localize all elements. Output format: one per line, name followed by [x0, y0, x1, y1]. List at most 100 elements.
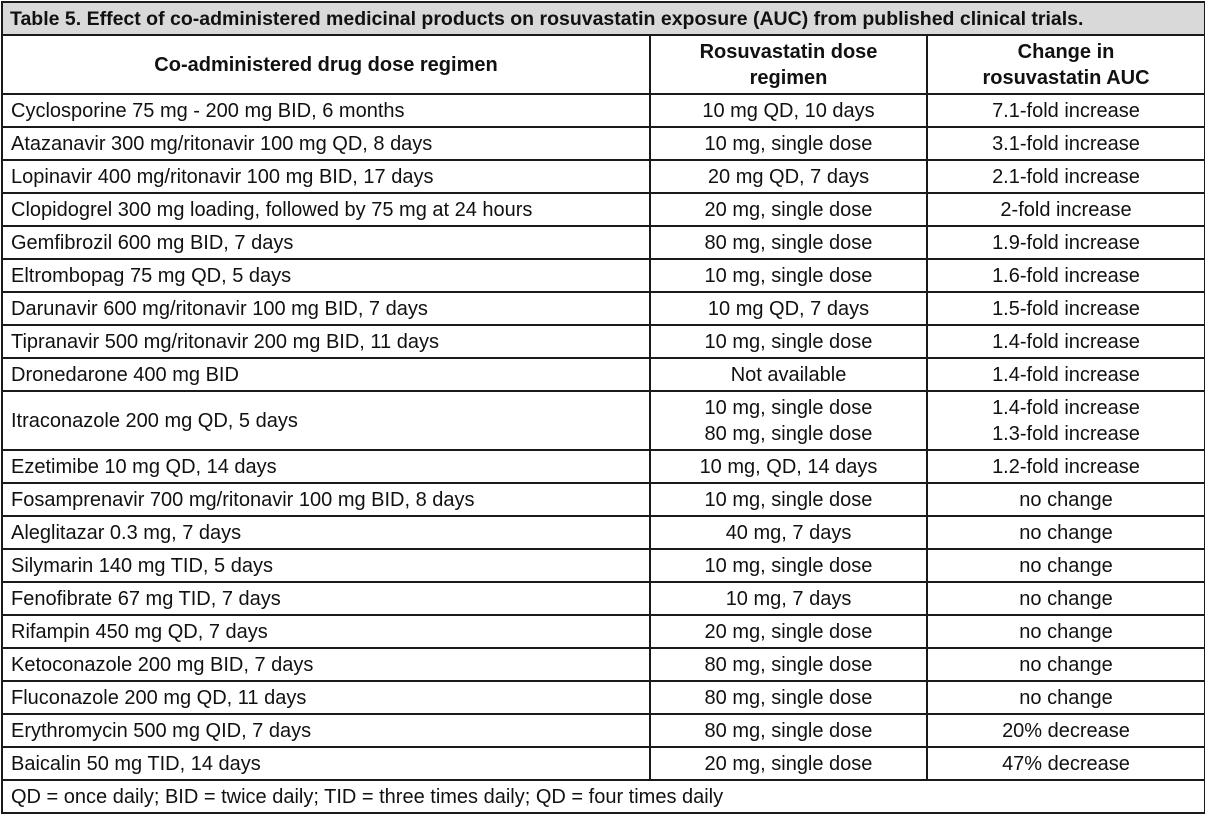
- cell-auc-change: no change: [925, 647, 1205, 682]
- cell-auc-change-line: 1.4-fold increase: [992, 396, 1140, 419]
- header-auc-change: Change in rosuvastatin AUC: [925, 34, 1205, 95]
- cell-rosuvastatin-dose: 10 mg, single dose: [649, 126, 928, 161]
- cell-rosuvastatin-dose-line: 10 mg, single dose: [704, 554, 873, 577]
- table-body: Cyclosporine 75 mg - 200 mg BID, 6 month…: [1, 93, 1205, 781]
- cell-rosuvastatin-dose-line: 10 mg, single dose: [704, 264, 873, 287]
- cell-auc-change-line: 3.1-fold increase: [992, 132, 1140, 155]
- cell-drug-regimen: Rifampin 450 mg QD, 7 days: [1, 614, 651, 649]
- cell-auc-change-line: 1.6-fold increase: [992, 264, 1140, 287]
- cell-auc-change-line: 1.5-fold increase: [992, 297, 1140, 320]
- cell-rosuvastatin-dose: 80 mg, single dose: [649, 647, 928, 682]
- cell-auc-change: 1.6-fold increase: [925, 258, 1205, 293]
- header-dose-line-2: regimen: [749, 66, 828, 89]
- cell-auc-change-line: no change: [1019, 653, 1113, 676]
- cell-rosuvastatin-dose: 10 mg, single dose: [649, 548, 928, 583]
- cell-rosuvastatin-dose-line: Not available: [730, 363, 847, 386]
- table-row: Baicalin 50 mg TID, 14 days 20 mg, single…: [1, 746, 1205, 781]
- cell-auc-change: no change: [925, 680, 1205, 715]
- table-row: Erythromycin 500 mg QID, 7 days 80 mg, si…: [1, 713, 1205, 748]
- cell-rosuvastatin-dose: 80 mg, single dose: [649, 225, 928, 260]
- cell-auc-change-line: 1.4-fold increase: [992, 363, 1140, 386]
- cell-auc-change-line: 20% decrease: [1002, 719, 1130, 742]
- cell-drug-regimen: Erythromycin 500 mg QID, 7 days: [1, 713, 651, 748]
- table-row: Eltrombopag 75 mg QD, 5 days 10 mg, singl…: [1, 258, 1205, 293]
- cell-drug-regimen: Cyclosporine 75 mg - 200 mg BID, 6 month…: [1, 93, 651, 128]
- cell-rosuvastatin-dose-line: 20 mg QD, 7 days: [707, 165, 870, 188]
- cell-auc-change-line: no change: [1019, 521, 1113, 544]
- cell-rosuvastatin-dose: 10 mg, single dose 80 mg, single dose: [649, 390, 928, 451]
- cell-auc-change: 2-fold increase: [925, 192, 1205, 227]
- header-change-line-1: Change in: [1017, 40, 1115, 63]
- cell-rosuvastatin-dose: 10 mg, single dose: [649, 324, 928, 359]
- header-rosuvastatin-dose: Rosuvastatin dose regimen: [649, 34, 928, 95]
- cell-auc-change: 1.4-fold increase: [925, 324, 1205, 359]
- cell-rosuvastatin-dose-line: 10 mg, 7 days: [725, 587, 852, 610]
- cell-auc-change: 1.9-fold increase: [925, 225, 1205, 260]
- cell-drug-regimen: Baicalin 50 mg TID, 14 days: [1, 746, 651, 781]
- cell-auc-change: 2.1-fold increase: [925, 159, 1205, 194]
- table-row: Ezetimibe 10 mg QD, 14 days 10 mg, QD, 14…: [1, 449, 1205, 484]
- cell-auc-change-line: no change: [1019, 686, 1113, 709]
- cell-drug-regimen: Atazanavir 300 mg/ritonavir 100 mg QD, 8…: [1, 126, 651, 161]
- cell-rosuvastatin-dose: 40 mg, 7 days: [649, 515, 928, 550]
- table-row: Ketoconazole 200 mg BID, 7 days 80 mg, si…: [1, 647, 1205, 682]
- cell-rosuvastatin-dose: 20 mg QD, 7 days: [649, 159, 928, 194]
- cell-auc-change-line: 2.1-fold increase: [992, 165, 1140, 188]
- cell-rosuvastatin-dose-line: 80 mg, single dose: [704, 231, 873, 254]
- table-row: Atazanavir 300 mg/ritonavir 100 mg QD, 8…: [1, 126, 1205, 161]
- cell-rosuvastatin-dose-line: 10 mg QD, 10 days: [702, 99, 875, 122]
- cell-rosuvastatin-dose-line: 40 mg, 7 days: [725, 521, 852, 544]
- cell-rosuvastatin-dose-line: 10 mg QD, 7 days: [707, 297, 870, 320]
- cell-drug-regimen: Itraconazole 200 mg QD, 5 days: [1, 390, 651, 451]
- cell-drug-regimen: Clopidogrel 300 mg loading, followed by …: [1, 192, 651, 227]
- cell-rosuvastatin-dose: 10 mg, QD, 14 days: [649, 449, 928, 484]
- cell-drug-regimen: Fenofibrate 67 mg TID, 7 days: [1, 581, 651, 616]
- cell-rosuvastatin-dose-line: 10 mg, single dose: [704, 330, 873, 353]
- cell-auc-change: no change: [925, 614, 1205, 649]
- cell-rosuvastatin-dose-line: 20 mg, single dose: [704, 620, 873, 643]
- table-caption: Table 5. Effect of co-administered medic…: [0, 1, 1205, 36]
- cell-rosuvastatin-dose-line: 80 mg, single dose: [704, 719, 873, 742]
- cell-auc-change: no change: [925, 515, 1205, 550]
- table-row: Lopinavir 400 mg/ritonavir 100 mg BID, 1…: [1, 159, 1205, 194]
- cell-rosuvastatin-dose-line: 20 mg, single dose: [704, 198, 873, 221]
- cell-rosuvastatin-dose: 10 mg, single dose: [649, 482, 928, 517]
- footnote-row: QD = once daily; BID = twice daily; TID …: [0, 779, 1205, 814]
- cell-drug-regimen: Aleglitazar 0.3 mg, 7 days: [1, 515, 651, 550]
- table-row: Fluconazole 200 mg QD, 11 days 80 mg, sin…: [1, 680, 1205, 715]
- table-row: Dronedarone 400 mg BID Not available 1.4-f…: [1, 357, 1205, 392]
- cell-auc-change: 47% decrease: [925, 746, 1205, 781]
- caption-row: Table 5. Effect of co-administered medic…: [0, 1, 1205, 36]
- cell-auc-change-line: 1.9-fold increase: [992, 231, 1140, 254]
- cell-auc-change-line: no change: [1019, 620, 1113, 643]
- table-row: Tipranavir 500 mg/ritonavir 200 mg BID, …: [1, 324, 1205, 359]
- cell-auc-change: 1.2-fold increase: [925, 449, 1205, 484]
- cell-drug-regimen: Fluconazole 200 mg QD, 11 days: [1, 680, 651, 715]
- cell-auc-change: no change: [925, 482, 1205, 517]
- cell-auc-change-line: 1.4-fold increase: [992, 330, 1140, 353]
- cell-auc-change: 1.5-fold increase: [925, 291, 1205, 326]
- cell-drug-regimen: Tipranavir 500 mg/ritonavir 200 mg BID, …: [1, 324, 651, 359]
- cell-drug-regimen: Darunavir 600 mg/ritonavir 100 mg BID, 7…: [1, 291, 651, 326]
- cell-rosuvastatin-dose: 20 mg, single dose: [649, 192, 928, 227]
- cell-rosuvastatin-dose-line: 20 mg, single dose: [704, 752, 873, 775]
- table-row: Clopidogrel 300 mg loading, followed by …: [1, 192, 1205, 227]
- cell-auc-change-line: no change: [1019, 554, 1113, 577]
- table-row: Darunavir 600 mg/ritonavir 100 mg BID, 7…: [1, 291, 1205, 326]
- cell-drug-regimen: Gemfibrozil 600 mg BID, 7 days: [1, 225, 651, 260]
- cell-auc-change: 7.1-fold increase: [925, 93, 1205, 128]
- header-dose-line-1: Rosuvastatin dose: [699, 40, 878, 63]
- cell-drug-regimen: Eltrombopag 75 mg QD, 5 days: [1, 258, 651, 293]
- cell-auc-change-line: no change: [1019, 587, 1113, 610]
- table-row: Rifampin 450 mg QD, 7 days 20 mg, single …: [1, 614, 1205, 649]
- cell-rosuvastatin-dose-line: 80 mg, single dose: [704, 653, 873, 676]
- cell-auc-change-line: 47% decrease: [1002, 752, 1130, 775]
- cell-auc-change: no change: [925, 581, 1205, 616]
- table-row: Silymarin 140 mg TID, 5 days 10 mg, singl…: [1, 548, 1205, 583]
- cell-rosuvastatin-dose-line: 80 mg, single dose: [704, 422, 873, 445]
- header-change-line-2: rosuvastatin AUC: [982, 66, 1150, 89]
- cell-rosuvastatin-dose: 10 mg QD, 10 days: [649, 93, 928, 128]
- table-row: Fenofibrate 67 mg TID, 7 days 10 mg, 7 da…: [1, 581, 1205, 616]
- header-row: Co-administered drug dose regimen Rosuva…: [1, 34, 1205, 95]
- cell-auc-change-line: 7.1-fold increase: [992, 99, 1140, 122]
